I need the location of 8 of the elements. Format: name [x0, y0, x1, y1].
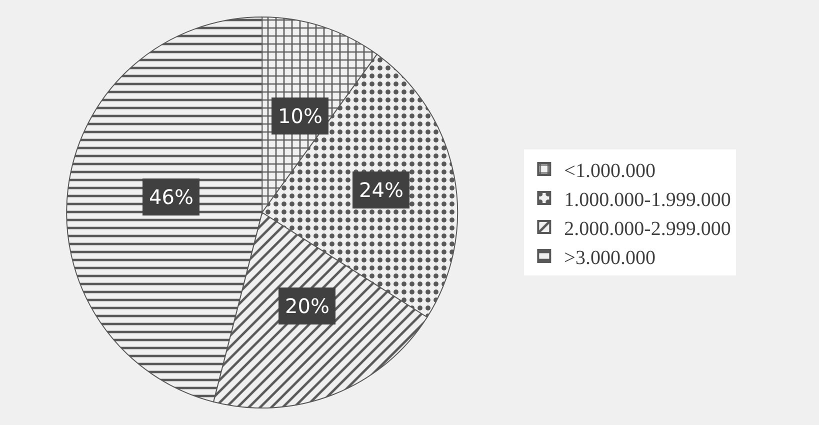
data-label: 10%	[278, 104, 322, 128]
legend-label: 2.000.000-2.999.000	[564, 218, 731, 240]
legend-label: >3.000.000	[564, 246, 656, 269]
legend-label: <1.000.000	[564, 160, 656, 182]
data-label: 46%	[149, 185, 194, 209]
data-label: 20%	[285, 294, 330, 318]
legend-label: 1.000.000-1.999.000	[564, 188, 731, 211]
data-label: 24%	[359, 178, 404, 202]
